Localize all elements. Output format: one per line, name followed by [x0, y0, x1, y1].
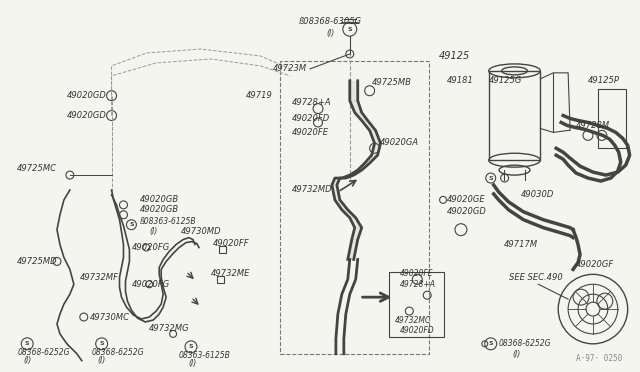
- Text: (I): (I): [149, 227, 157, 236]
- Text: 49030D: 49030D: [520, 190, 554, 199]
- Text: 49020GA: 49020GA: [380, 138, 419, 147]
- Text: 49020FG: 49020FG: [131, 243, 170, 252]
- Text: A·97· 0250: A·97· 0250: [577, 354, 623, 363]
- Polygon shape: [342, 175, 354, 178]
- Text: 08368-6252G: 08368-6252G: [499, 339, 551, 348]
- Text: 49728+A: 49728+A: [292, 98, 332, 107]
- Text: 49730MD: 49730MD: [181, 227, 221, 236]
- Text: 49020GB: 49020GB: [140, 205, 179, 214]
- Text: ß08368-6305G: ß08368-6305G: [298, 17, 362, 26]
- Bar: [220, 246, 226, 253]
- Text: 08368-6252G: 08368-6252G: [92, 348, 144, 357]
- Polygon shape: [365, 155, 378, 163]
- Text: 49732ME: 49732ME: [211, 269, 250, 278]
- Polygon shape: [350, 170, 362, 175]
- Polygon shape: [370, 131, 381, 143]
- Text: 49020GD: 49020GD: [67, 111, 107, 120]
- Text: 49125G: 49125G: [489, 76, 522, 85]
- Text: (I): (I): [97, 356, 106, 365]
- Polygon shape: [352, 228, 362, 240]
- Text: 49732MG: 49732MG: [149, 324, 190, 333]
- Text: 49020GE: 49020GE: [447, 195, 486, 204]
- Bar: [390, 272, 444, 337]
- Text: 49020FF: 49020FF: [213, 239, 250, 248]
- Text: 49725MB: 49725MB: [372, 78, 412, 87]
- Text: 49728+A: 49728+A: [399, 280, 435, 289]
- Text: (I): (I): [23, 356, 31, 365]
- Text: 49020GF: 49020GF: [576, 260, 614, 269]
- Text: S: S: [488, 341, 493, 346]
- Polygon shape: [350, 81, 358, 101]
- Text: 49020FE: 49020FE: [292, 128, 329, 137]
- Bar: [217, 276, 224, 283]
- Polygon shape: [335, 200, 348, 210]
- Text: 49125: 49125: [439, 51, 470, 61]
- Text: S: S: [99, 341, 104, 346]
- Text: 49181: 49181: [447, 76, 474, 85]
- Text: 49020GB: 49020GB: [140, 195, 179, 204]
- Text: S: S: [25, 341, 29, 346]
- Polygon shape: [350, 101, 362, 113]
- Text: 49732MC: 49732MC: [394, 317, 431, 326]
- Text: S: S: [348, 27, 352, 32]
- Text: (I): (I): [513, 350, 521, 359]
- Text: S: S: [129, 222, 134, 227]
- Text: 49723M: 49723M: [273, 64, 307, 73]
- Polygon shape: [358, 163, 370, 170]
- Text: S: S: [189, 344, 193, 349]
- Text: 49725MD: 49725MD: [17, 257, 58, 266]
- Text: 08368-6252G: 08368-6252G: [17, 348, 70, 357]
- Text: 49732MF: 49732MF: [80, 273, 119, 282]
- Polygon shape: [350, 218, 362, 228]
- Text: S: S: [488, 176, 493, 180]
- Text: ß08363-6125B: ß08363-6125B: [140, 217, 196, 226]
- Bar: [280, 61, 429, 354]
- Polygon shape: [332, 178, 340, 185]
- Bar: [489, 71, 540, 160]
- Text: 49020FD: 49020FD: [292, 114, 330, 123]
- Text: 49719: 49719: [246, 91, 273, 100]
- Text: 49125P: 49125P: [588, 76, 620, 85]
- Text: 49020FE: 49020FE: [399, 269, 433, 278]
- Polygon shape: [342, 210, 356, 218]
- Polygon shape: [362, 121, 376, 131]
- Polygon shape: [372, 143, 381, 155]
- Text: 49020GD: 49020GD: [67, 91, 107, 100]
- Text: 08363-6125B: 08363-6125B: [179, 351, 231, 360]
- Text: (I): (I): [326, 29, 334, 38]
- Text: 49717M: 49717M: [504, 240, 538, 249]
- Text: 49020GD: 49020GD: [447, 207, 487, 216]
- Polygon shape: [355, 113, 367, 121]
- Text: SEE SEC.490: SEE SEC.490: [509, 273, 563, 282]
- Text: (I): (I): [189, 359, 197, 368]
- Text: 49732MD: 49732MD: [292, 186, 333, 195]
- Polygon shape: [348, 240, 358, 259]
- Text: 49725MC: 49725MC: [17, 164, 57, 173]
- Text: 49020FD: 49020FD: [399, 326, 434, 336]
- Text: 49730MC: 49730MC: [90, 312, 130, 321]
- Text: 49020FG: 49020FG: [131, 280, 170, 289]
- Text: 49728M: 49728M: [576, 121, 610, 130]
- Polygon shape: [332, 185, 340, 200]
